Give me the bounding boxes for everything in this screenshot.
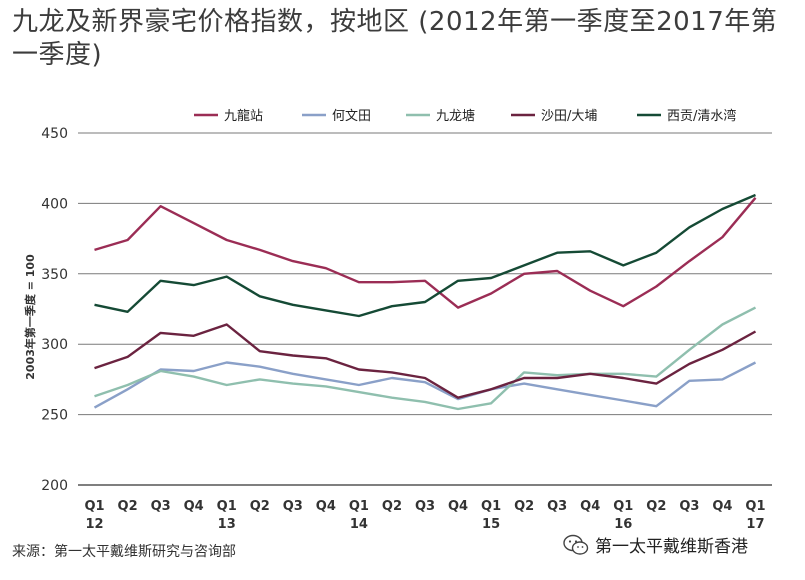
wechat-icon	[563, 534, 589, 555]
x-tick-label: Q3	[679, 499, 699, 514]
x-tick-label: Q2	[382, 499, 402, 514]
legend-label: 何文田	[332, 108, 371, 124]
x-tick-label: Q1	[613, 499, 633, 514]
legend-label: 九龍站	[224, 108, 263, 124]
x-year-label: 17	[746, 517, 764, 532]
series-line-2	[94, 306, 757, 411]
legend-label: 西贡/清水湾	[667, 108, 736, 124]
x-tick-label: Q1	[349, 499, 369, 514]
legend-label: 沙田/大埔	[541, 109, 597, 124]
x-tick-label: Q3	[415, 499, 435, 514]
series-line-1	[93, 361, 757, 409]
series-line-3	[94, 323, 757, 399]
y-tick-label: 450	[41, 126, 68, 142]
x-tick-label: Q3	[283, 499, 303, 514]
y-tick-label: 400	[41, 196, 68, 212]
x-tick-label: Q4	[580, 499, 600, 514]
x-tick-label: Q2	[646, 499, 666, 514]
source-note: 来源：第一太平戴维斯研究与咨询部	[12, 544, 236, 560]
watermark: 第一太平戴维斯香港	[563, 532, 748, 557]
x-tick-label: Q4	[316, 499, 336, 514]
y-tick-label: 300	[41, 337, 68, 353]
x-tick-label: Q2	[118, 499, 138, 514]
x-tick-label: Q3	[547, 499, 567, 514]
x-year-label: 15	[482, 517, 500, 532]
y-axis-title: 2003年第一季度 = 100	[23, 254, 37, 380]
x-tick-label: Q2	[250, 499, 270, 514]
y-tick-label: 350	[41, 267, 68, 283]
x-tick-label: Q1	[745, 499, 765, 514]
x-tick-label: Q4	[712, 499, 732, 514]
y-tick-label: 200	[41, 478, 68, 494]
x-tick-label: Q4	[448, 499, 468, 514]
x-year-label: 14	[350, 517, 368, 532]
series-line-4	[94, 193, 756, 318]
watermark-text: 第一太平戴维斯香港	[595, 537, 748, 557]
x-tick-label: Q1	[84, 499, 104, 514]
x-year-label: 13	[218, 517, 236, 532]
y-tick-label: 250	[41, 408, 68, 424]
x-year-label: 12	[85, 517, 103, 532]
x-tick-label: Q3	[151, 499, 171, 514]
x-tick-label: Q1	[481, 499, 501, 514]
x-tick-label: Q2	[514, 499, 534, 514]
series-line-0	[94, 197, 757, 309]
chart-title: 九龙及新界豪宅价格指数，按地区 (2012年第一季度至2017年第一季度)	[12, 7, 778, 70]
x-tick-label: Q1	[217, 499, 237, 514]
legend-label: 九龙塘	[436, 108, 475, 124]
x-tick-label: Q4	[184, 499, 204, 514]
x-year-label: 16	[614, 517, 632, 532]
